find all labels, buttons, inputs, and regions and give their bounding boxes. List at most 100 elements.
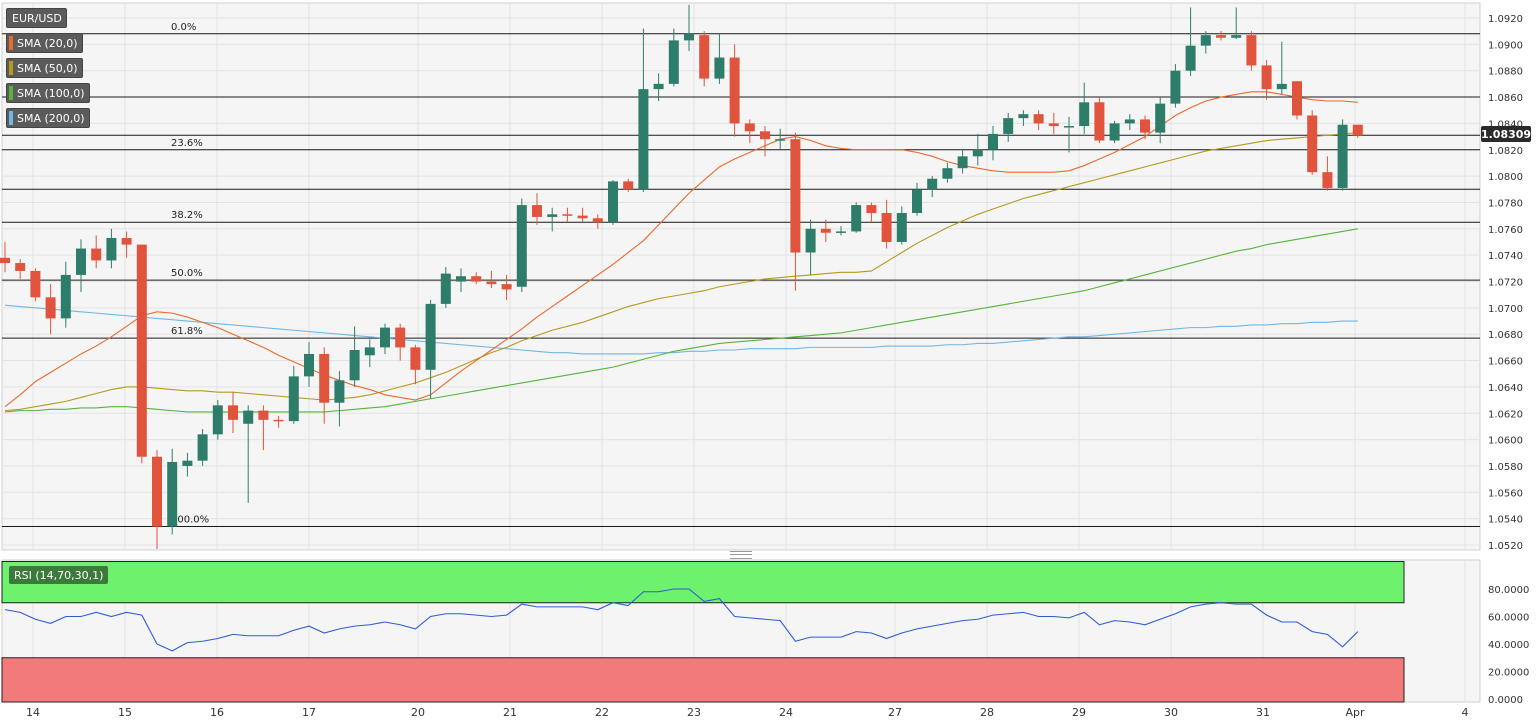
bear-candle <box>699 35 710 79</box>
bull-candle <box>1109 123 1120 141</box>
bull-candle <box>684 33 694 41</box>
bull-candle <box>668 40 679 84</box>
bull-candle <box>212 405 223 435</box>
fib-level-label: 38.2% <box>171 210 203 221</box>
main-panel-bg <box>1 2 1481 551</box>
bear-candle <box>15 263 26 271</box>
bear-candle <box>0 257 10 264</box>
bear-candle <box>136 244 147 457</box>
rsi-overbought-zone <box>1 561 1405 604</box>
rsi-y-tick-label: 80.0000 <box>1488 585 1529 596</box>
bear-candle <box>1307 115 1318 173</box>
bull-candle <box>1003 118 1014 134</box>
y-tick-label: 1.0700 <box>1488 304 1523 315</box>
bear-candle <box>501 284 512 290</box>
bear-candle <box>1094 102 1105 141</box>
bear-candle <box>91 248 102 261</box>
y-tick-label: 1.0740 <box>1488 251 1523 262</box>
bull-candle <box>288 376 299 422</box>
bear-candle <box>471 276 482 282</box>
y-tick-label: 1.0660 <box>1488 357 1523 368</box>
y-tick-label: 1.0640 <box>1488 383 1523 394</box>
sma100-legend[interactable]: SMA (100,0) <box>6 83 90 103</box>
sma20-swatch <box>9 36 13 50</box>
y-tick-label: 1.0580 <box>1488 462 1523 473</box>
x-tick-label: 21 <box>503 706 517 719</box>
bull-candle <box>1200 35 1211 46</box>
bear-candle <box>319 353 330 403</box>
bull-candle <box>349 350 360 381</box>
bear-candle <box>121 238 132 245</box>
y-tick-label: 1.0680 <box>1488 330 1523 341</box>
bull-candle <box>243 410 254 424</box>
sma50-legend[interactable]: SMA (50,0) <box>6 58 83 78</box>
bear-candle <box>395 327 406 348</box>
bear-candle <box>273 419 284 422</box>
bear-candle <box>562 214 573 216</box>
rsi-legend[interactable]: RSI (14,70,30,1) <box>9 566 109 584</box>
x-tick-label: 16 <box>210 706 224 719</box>
sma50-swatch <box>9 61 13 75</box>
rsi-y-tick-label: 40.0000 <box>1488 640 1529 651</box>
bull-candle <box>988 133 998 150</box>
bull-candle <box>60 274 71 319</box>
x-tick-label: 24 <box>779 706 793 719</box>
bull-candle <box>1337 124 1348 188</box>
sma20-label: SMA (20,0) <box>17 36 78 50</box>
y-tick-label: 1.0800 <box>1488 172 1523 183</box>
bear-candle <box>820 228 831 233</box>
bull-candle <box>456 276 466 282</box>
symbol-legend[interactable]: EUR/USD <box>6 8 67 28</box>
x-tick-label: 22 <box>595 706 609 719</box>
sma100-swatch <box>9 86 13 100</box>
bear-candle <box>410 347 421 370</box>
bear-candle <box>592 218 603 223</box>
bull-candle <box>167 461 178 527</box>
rsi-oversold-zone <box>1 657 1405 703</box>
fib-level-label: 100.0% <box>171 515 209 526</box>
rsi-y-tick-label: 20.0000 <box>1488 668 1529 679</box>
bull-candle <box>334 380 345 403</box>
y-tick-label: 1.0880 <box>1488 67 1523 78</box>
pane-resize-handle[interactable] <box>730 551 752 559</box>
bull-candle <box>775 139 786 141</box>
bull-candle <box>1064 126 1074 128</box>
bull-candle <box>1124 119 1135 124</box>
y-tick-label: 1.0820 <box>1488 146 1523 157</box>
bull-candle <box>851 205 862 232</box>
y-tick-label: 1.0620 <box>1488 409 1523 420</box>
x-tick-label: 14 <box>26 706 40 719</box>
bear-candle <box>1048 123 1059 127</box>
bull-candle <box>364 347 375 356</box>
bear-candle <box>760 131 770 140</box>
sma200-legend[interactable]: SMA (200,0) <box>6 108 90 128</box>
sma50-line <box>4 132 1358 412</box>
sma20-legend[interactable]: SMA (20,0) <box>6 33 83 53</box>
x-tick-label: 15 <box>118 706 132 719</box>
sma200-swatch <box>9 111 13 125</box>
bull-candle <box>380 327 390 348</box>
bull-candle <box>1170 70 1181 104</box>
bear-candle <box>152 456 162 527</box>
fib-level-label: 23.6% <box>171 138 203 149</box>
y-tick-label: 1.0540 <box>1488 515 1523 526</box>
rsi-line <box>4 588 1359 652</box>
y-tick-label: 1.0520 <box>1488 541 1523 552</box>
sma200-label: SMA (200,0) <box>17 111 85 125</box>
x-tick-label: 23 <box>687 706 701 719</box>
bear-candle <box>228 405 238 420</box>
x-tick-label: Apr <box>1345 706 1365 719</box>
bear-candle <box>1352 124 1363 136</box>
bull-candle <box>608 181 618 223</box>
bull-candle <box>942 168 953 179</box>
bear-candle <box>532 205 542 217</box>
bull-candle <box>1018 114 1029 119</box>
y-tick-label: 1.0720 <box>1488 278 1523 289</box>
x-tick-label: 4 <box>1462 706 1469 719</box>
x-tick-label: 30 <box>1164 706 1178 719</box>
bear-candle <box>623 181 634 190</box>
bull-candle <box>106 238 117 261</box>
symbol-label: EUR/USD <box>12 11 62 25</box>
bear-candle <box>577 215 588 219</box>
